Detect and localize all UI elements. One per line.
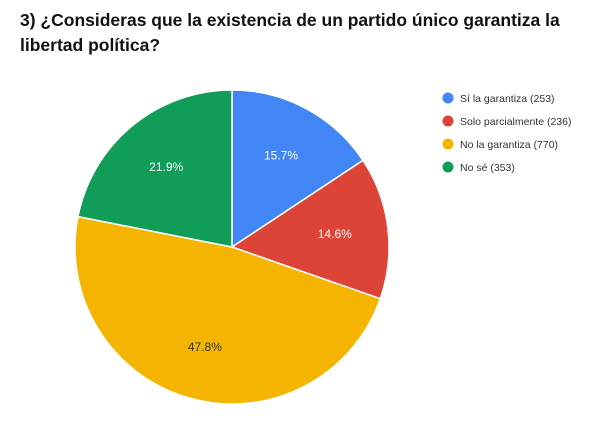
legend: Sí la garantiza (253) Solo parcialmente (… [442, 92, 571, 174]
legend-swatch-3 [442, 161, 454, 173]
legend-label-0[interactable]: Sí la garantiza (253) [460, 93, 555, 105]
pie-slices [74, 89, 390, 405]
legend-swatch-0 [442, 92, 454, 104]
slice-percent-label-3: 21.9% [149, 160, 183, 174]
chart-title: 3) ¿Consideras que la existencia de un p… [20, 10, 560, 55]
pie-slice-1[interactable] [230, 159, 390, 300]
legend-swatch-1 [442, 115, 454, 127]
pie-labels: 15.7% 14.6% 47.8% 21.9% [149, 149, 352, 354]
legend-label-1[interactable]: Solo parcialmente (236) [460, 116, 571, 128]
slice-percent-label-1: 14.6% [318, 227, 352, 241]
pie-slice-2[interactable] [74, 215, 382, 405]
legend-label-3[interactable]: No sé (353) [460, 162, 515, 174]
slice-percent-label-0: 15.7% [264, 149, 298, 163]
legend-swatch-2 [442, 138, 454, 150]
legend-label-2[interactable]: No la garantiza (770) [460, 139, 558, 151]
pie-slice-0[interactable] [231, 89, 364, 249]
slice-percent-label-2: 47.8% [188, 340, 222, 354]
pie-slice-3[interactable] [77, 89, 233, 248]
